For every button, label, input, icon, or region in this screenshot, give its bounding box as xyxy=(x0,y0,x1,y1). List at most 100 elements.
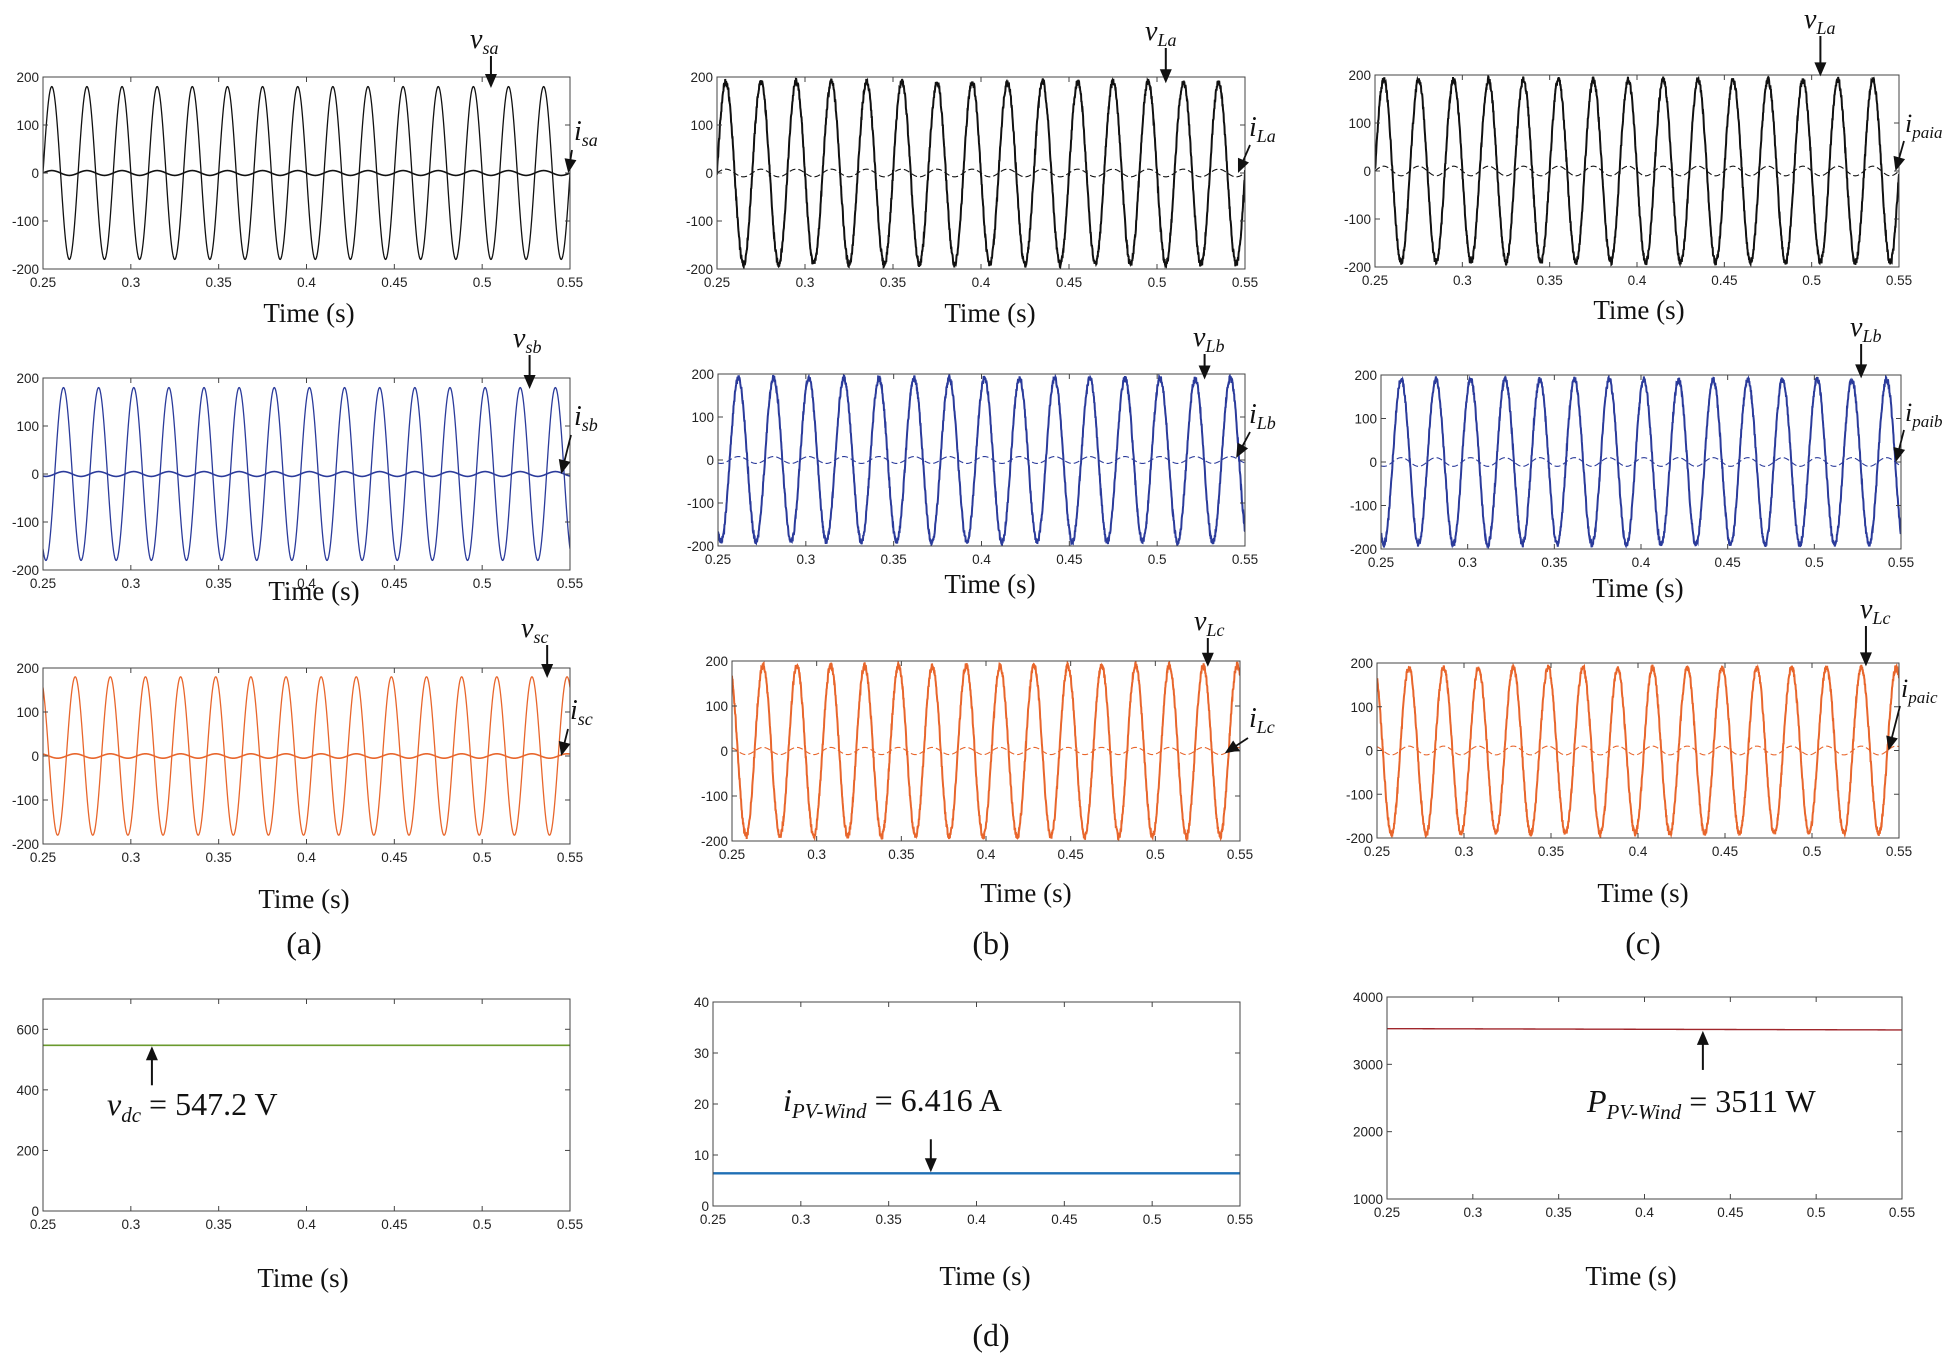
x-tick-label: 0.4 xyxy=(1628,273,1647,288)
annotation-ipaib: ipaib xyxy=(1893,398,1942,462)
axes-box xyxy=(731,660,1241,842)
x-axis-label: Time (s) xyxy=(268,576,359,606)
series-ipaia xyxy=(1375,165,1899,177)
annotation-label: vLc xyxy=(1860,594,1890,628)
y-tick-label: 0 xyxy=(705,166,713,181)
x-tick-label: 0.5 xyxy=(473,1217,492,1232)
annotation-subscript: sb xyxy=(582,415,598,435)
series-vLb xyxy=(718,374,1245,546)
x-tick-label: 0.55 xyxy=(1227,1212,1253,1227)
x-tick-label: 0.55 xyxy=(1232,552,1258,567)
x-tick-label: 0.35 xyxy=(888,847,914,862)
y-tick-label: 0 xyxy=(31,1204,39,1219)
annotation-label: vLa xyxy=(1145,16,1176,50)
y-tick-label: 0 xyxy=(706,453,714,468)
annotation-main: i xyxy=(570,695,578,726)
chart-a3: 0.25 0.3 0.35 0.4 0.45 0.5 0.55 -200 -100 0 100 200… xyxy=(12,613,593,914)
y-tick-label: 100 xyxy=(1354,412,1377,427)
series-vsc xyxy=(43,676,570,836)
annotation-subscript: La xyxy=(1256,126,1276,146)
annotation-arrowhead xyxy=(1236,442,1249,458)
y-tick-label: -200 xyxy=(12,837,39,852)
panel-label-c: (c) xyxy=(1625,925,1661,961)
y-tick-label: 100 xyxy=(1348,116,1371,131)
y-tick-label: 200 xyxy=(16,1143,39,1158)
y-tick-label: 200 xyxy=(16,371,39,386)
annotation-arrowhead xyxy=(564,158,577,173)
y-tick-label: 200 xyxy=(16,70,39,85)
annotation-arrowhead xyxy=(145,1046,158,1061)
y-tick-label: 100 xyxy=(16,118,39,133)
x-tick-label: 0.35 xyxy=(880,275,906,290)
y-tick-label: -100 xyxy=(12,214,39,229)
chart-c2: 0.25 0.3 0.35 0.4 0.45 0.5 0.55 -200 -100 0 100 200… xyxy=(1350,312,1943,603)
annotation-vLb: vLb xyxy=(1193,322,1224,380)
y-tick-label: 30 xyxy=(694,1046,709,1061)
y-tick-label: -100 xyxy=(686,214,713,229)
annotation-subscript: Lb xyxy=(1204,336,1224,356)
annotation-value: = 547.2 V xyxy=(141,1086,278,1122)
x-tick-label: 0.4 xyxy=(1629,844,1648,859)
x-tick-label: 0.25 xyxy=(30,576,56,591)
annotation-label: isb xyxy=(574,401,598,435)
annotation-label: isa xyxy=(574,116,598,150)
annotation-arrowhead xyxy=(541,664,554,678)
x-tick-label: 0.35 xyxy=(206,1217,232,1232)
annotation-iLc: iLc xyxy=(1224,703,1275,754)
x-tick-label: 0.45 xyxy=(381,850,407,865)
annotation-iLa: iLa xyxy=(1237,112,1276,173)
y-tick-label: -200 xyxy=(1350,542,1377,557)
annotation-label: vsb xyxy=(513,323,541,357)
x-axis-label: Time (s) xyxy=(939,1261,1030,1291)
annotation-main: v xyxy=(1850,312,1863,343)
annotation-isc: isc xyxy=(558,695,593,756)
x-tick-label: 0.4 xyxy=(297,1217,316,1232)
x-axis-label: Time (s) xyxy=(258,884,349,914)
x-tick-label: 0.25 xyxy=(704,275,730,290)
series-isb xyxy=(43,470,570,478)
x-tick-label: 0.55 xyxy=(557,576,583,591)
series-iLc xyxy=(732,746,1240,756)
x-tick-label: 0.25 xyxy=(30,850,56,865)
annotation-value: = 3511 W xyxy=(1681,1083,1816,1119)
y-tick-label: -100 xyxy=(701,789,728,804)
x-axis-label: Time (s) xyxy=(1593,295,1684,325)
x-tick-label: 0.45 xyxy=(381,1217,407,1232)
annotation-main: i xyxy=(1249,703,1257,734)
chart-c3: 0.25 0.3 0.35 0.4 0.45 0.5 0.55 -200 -100 0 100 200… xyxy=(1346,594,1938,908)
annotation-arrowhead xyxy=(1198,365,1211,380)
x-tick-label: 0.45 xyxy=(381,275,407,290)
panel-label-d: (d) xyxy=(972,1317,1009,1353)
y-tick-label: -100 xyxy=(12,515,39,530)
annotation-ipaia: ipaia xyxy=(1893,109,1942,171)
annotation-arrowhead xyxy=(1859,652,1872,667)
annotation-main: v xyxy=(1860,594,1873,625)
annotation-subscript: Lc xyxy=(1871,608,1890,628)
axes-box xyxy=(1380,374,1902,550)
series-iLa xyxy=(717,168,1245,178)
y-tick-label: -200 xyxy=(687,539,714,554)
x-tick-label: 0.5 xyxy=(473,576,492,591)
x-tick-label: 0.45 xyxy=(1058,847,1084,862)
y-tick-label: 600 xyxy=(16,1022,39,1037)
annotation-label: vdc = 547.2 V xyxy=(107,1086,278,1127)
x-tick-label: 0.35 xyxy=(1541,555,1567,570)
x-tick-label: 0.4 xyxy=(972,552,991,567)
x-tick-label: 0.55 xyxy=(1886,273,1912,288)
x-tick-label: 0.25 xyxy=(700,1212,726,1227)
x-tick-label: 0.3 xyxy=(791,1212,810,1227)
annotation-label: vLb xyxy=(1850,312,1881,346)
y-tick-label: -100 xyxy=(12,793,39,808)
y-tick-label: 3000 xyxy=(1353,1057,1383,1072)
annotation-arrowhead xyxy=(1696,1030,1709,1045)
panel-label-a: (a) xyxy=(286,925,322,961)
annotation-main: i xyxy=(1249,112,1257,143)
y-tick-label: 0 xyxy=(31,749,39,764)
x-axis-label: Time (s) xyxy=(1597,878,1688,908)
y-tick-label: 100 xyxy=(16,705,39,720)
annotation-vLb: vLb xyxy=(1850,312,1881,379)
annotation-PPV-Wind: PPV-Wind = 3511 W xyxy=(1586,1030,1817,1124)
annotation-subscript: sa xyxy=(582,130,598,150)
y-tick-label: -100 xyxy=(1346,787,1373,802)
